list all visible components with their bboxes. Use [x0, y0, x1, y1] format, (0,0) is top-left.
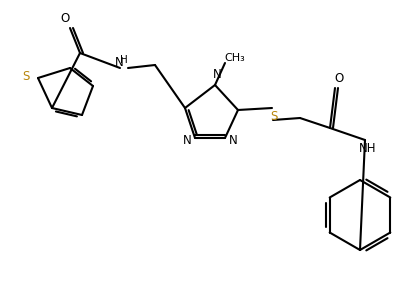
Text: S: S: [270, 110, 278, 123]
Text: N: N: [228, 134, 237, 147]
Text: N: N: [115, 57, 123, 70]
Text: CH₃: CH₃: [225, 53, 245, 63]
Text: N: N: [183, 134, 192, 147]
Text: N: N: [213, 68, 221, 82]
Text: S: S: [22, 70, 30, 83]
Text: O: O: [60, 12, 70, 25]
Text: O: O: [334, 72, 344, 85]
Text: NH: NH: [359, 142, 377, 155]
Text: H: H: [120, 55, 128, 65]
